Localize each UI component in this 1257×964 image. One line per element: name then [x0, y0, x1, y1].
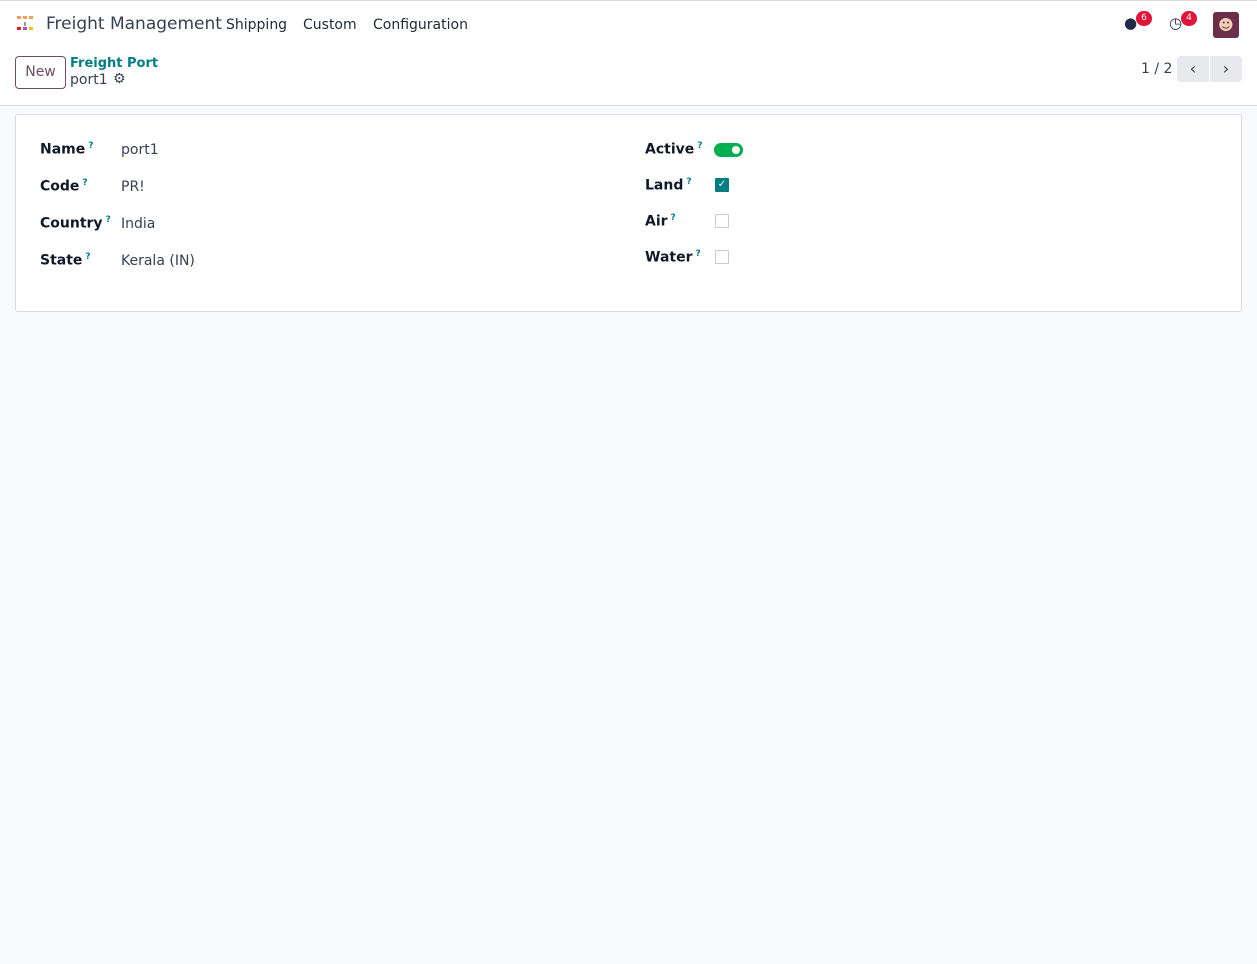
navbar: Freight Management Shipping Custom Confi… — [0, 1, 1257, 47]
name-label: Name? — [40, 141, 94, 158]
pager-previous-button[interactable]: ‹ — [1177, 56, 1209, 82]
country-label: Country? — [40, 215, 111, 232]
active-toggle[interactable] — [714, 143, 743, 157]
user-avatar[interactable]: ☻ — [1213, 12, 1239, 38]
pager-next-button[interactable]: › — [1210, 56, 1242, 82]
code-field[interactable]: PR! — [121, 179, 145, 195]
active-label: Active? — [645, 141, 703, 158]
code-label: Code? — [40, 178, 88, 195]
breadcrumb-current: port1 — [70, 72, 108, 88]
air-label: Air? — [645, 213, 676, 230]
new-button[interactable]: New — [15, 56, 66, 89]
header: Freight Management Shipping Custom Confi… — [0, 0, 1257, 106]
menu-custom[interactable]: Custom — [303, 17, 357, 33]
chevron-right-icon: › — [1222, 59, 1230, 78]
water-checkbox[interactable] — [715, 250, 729, 264]
activities-button[interactable]: ◷ 4 — [1169, 11, 1197, 32]
pager-value[interactable]: 1 / 2 — [1141, 61, 1173, 77]
gear-icon[interactable]: ⚙ — [113, 71, 126, 87]
chat-icon: ● — [1124, 14, 1138, 32]
activities-badge: 4 — [1181, 11, 1197, 26]
state-label: State? — [40, 252, 91, 269]
land-checkbox[interactable]: ✓ — [715, 178, 729, 192]
breadcrumb-parent[interactable]: Freight Port — [70, 56, 159, 71]
menu-configuration[interactable]: Configuration — [373, 17, 468, 33]
form-sheet: Name? port1 Code? PR! Country? India Sta… — [15, 114, 1242, 312]
messages-badge: 6 — [1136, 11, 1152, 26]
country-field[interactable]: India — [121, 216, 156, 232]
chevron-left-icon: ‹ — [1189, 59, 1197, 78]
messages-button[interactable]: ● 6 — [1124, 11, 1152, 32]
menu-shipping[interactable]: Shipping — [226, 17, 288, 33]
app-icon[interactable] — [17, 16, 34, 33]
name-field[interactable]: port1 — [121, 142, 159, 158]
water-label: Water? — [645, 249, 701, 266]
air-checkbox[interactable] — [715, 214, 729, 228]
check-icon: ✓ — [717, 179, 727, 190]
state-field[interactable]: Kerala (IN) — [121, 253, 195, 269]
app-name[interactable]: Freight Management — [46, 14, 222, 34]
clock-icon: ◷ — [1169, 14, 1183, 32]
land-label: Land? — [645, 177, 692, 194]
